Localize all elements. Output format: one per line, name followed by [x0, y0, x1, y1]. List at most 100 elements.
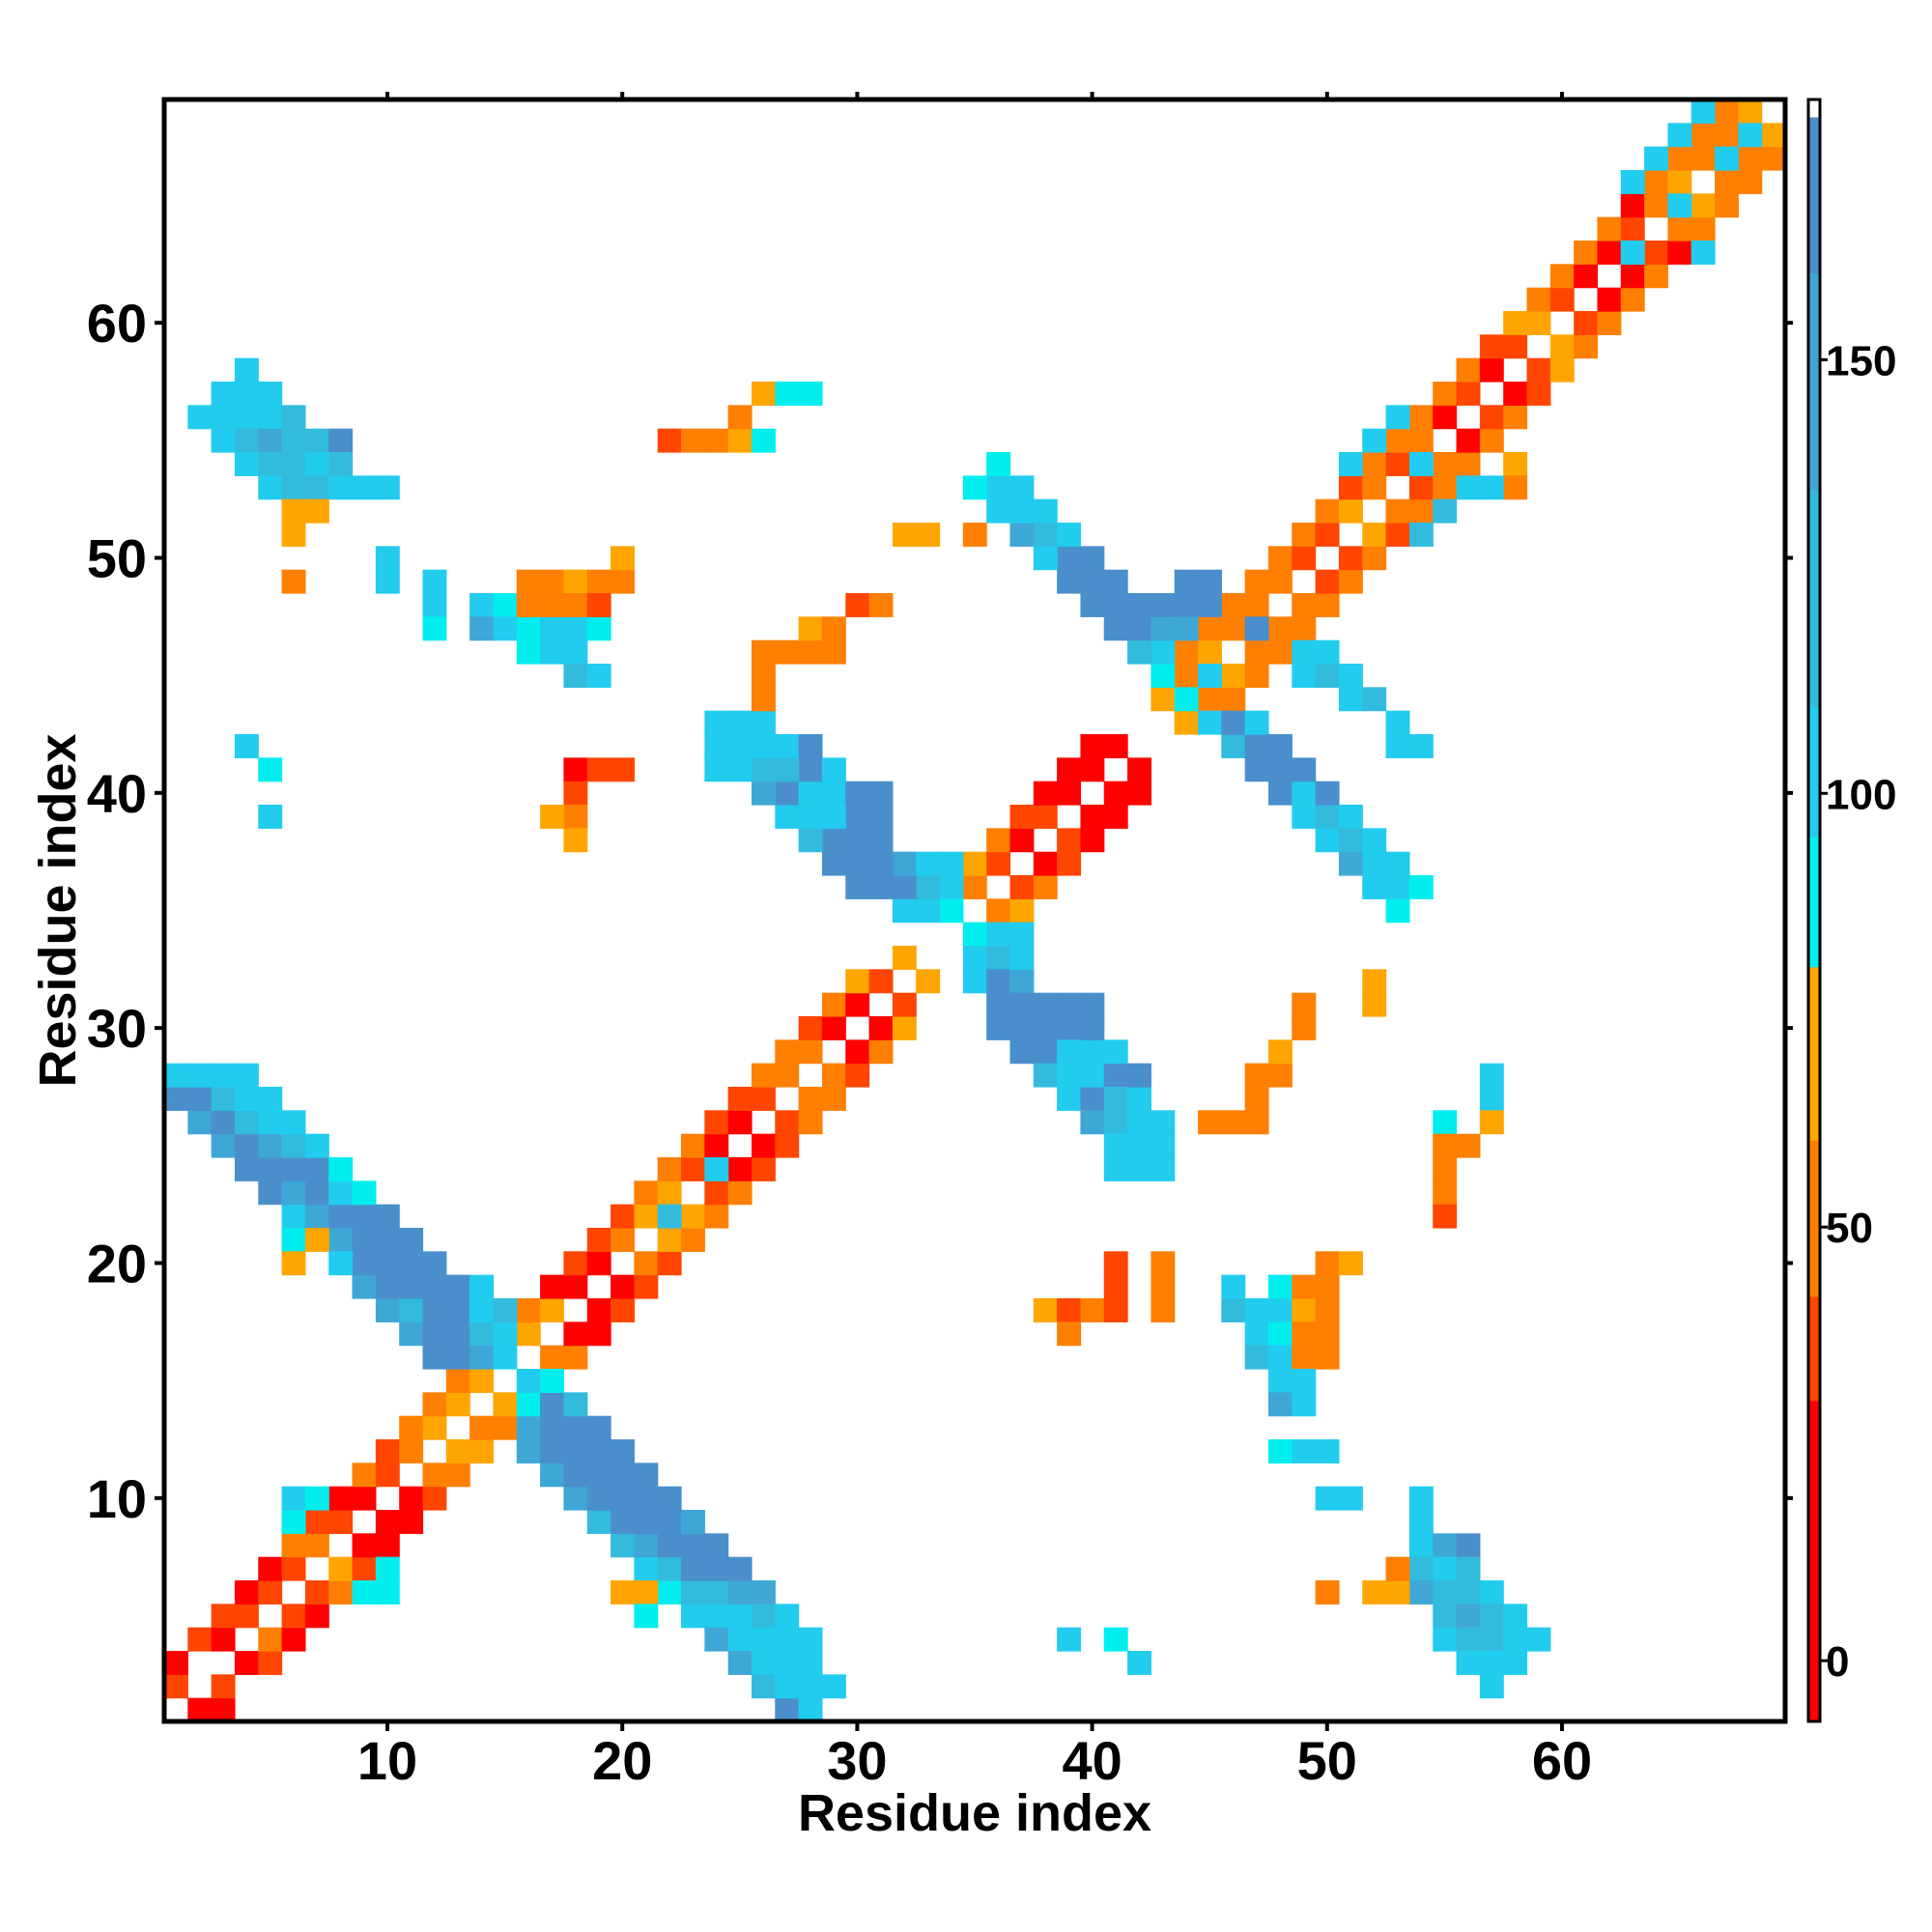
heatmap-cell — [422, 1321, 447, 1347]
heatmap-cell — [1408, 428, 1434, 453]
heatmap-cell — [1315, 569, 1340, 594]
heatmap-cell — [1267, 1063, 1293, 1088]
axis-ticks: 10 20 30 40 50 60 10 20 30 40 50 60 — [87, 92, 1793, 1791]
colorbar-frame — [1806, 98, 1822, 1723]
heatmap-cell — [399, 1321, 424, 1347]
heatmap-cell — [1667, 241, 1692, 265]
heatmap-cell — [563, 1463, 588, 1488]
heatmap-cell — [1503, 1627, 1528, 1652]
heatmap-cell — [375, 1510, 400, 1534]
heatmap-cell — [1103, 734, 1128, 758]
heatmap-cell — [1033, 875, 1058, 899]
heatmap-cell — [469, 616, 495, 641]
heatmap-cell — [775, 1063, 800, 1088]
heatmap-cell — [375, 546, 400, 571]
heatmap-cell — [892, 1016, 917, 1040]
heatmap-cell — [1362, 992, 1387, 1017]
heatmap-cell — [962, 969, 987, 994]
heatmap-cell — [1574, 311, 1599, 335]
heatmap-cell — [1103, 1274, 1128, 1299]
heatmap-cell — [1057, 1087, 1082, 1111]
heatmap-cell — [563, 757, 588, 782]
heatmap-cell — [1433, 1604, 1458, 1629]
heatmap-cell — [1057, 523, 1082, 547]
heatmap-cell — [1456, 382, 1481, 406]
heatmap-cell — [586, 1439, 611, 1463]
heatmap-cell — [798, 1087, 823, 1111]
heatmap-cell — [1456, 475, 1481, 500]
heatmap-cell — [1385, 851, 1410, 876]
heatmap-cell — [681, 1533, 705, 1558]
heatmap-cell — [1385, 898, 1410, 923]
heatmap-cell — [798, 805, 823, 829]
heatmap-cell — [1174, 710, 1199, 735]
heatmap-cell — [611, 1204, 635, 1229]
heatmap-cell — [281, 1228, 306, 1252]
heatmap-cell — [1644, 264, 1669, 289]
heatmap-cell — [634, 1604, 659, 1629]
heatmap-cell — [469, 1274, 495, 1299]
heatmap-cell — [1456, 428, 1481, 453]
heatmap-cell — [611, 1463, 635, 1488]
heatmap-cell — [986, 898, 1011, 923]
heatmap-cell — [1433, 1110, 1458, 1135]
heatmap-cell — [1033, 546, 1058, 571]
heatmap-cell — [611, 569, 635, 594]
heatmap-cell — [1362, 546, 1387, 571]
heatmap-cell — [1315, 1486, 1340, 1511]
heatmap-cell — [281, 1110, 306, 1135]
heatmap-cell — [1151, 1157, 1176, 1181]
heatmap-cell — [1761, 123, 1786, 148]
heatmap-cell — [563, 1415, 588, 1440]
heatmap-cell — [164, 1651, 188, 1675]
heatmap-cell — [611, 1298, 635, 1322]
heatmap-cell — [211, 1627, 236, 1652]
heatmap-cell — [258, 405, 283, 430]
heatmap-cell — [1292, 992, 1317, 1017]
heatmap-cell — [1385, 405, 1410, 430]
heatmap-cell — [1221, 593, 1246, 617]
heatmap-cell — [399, 1251, 424, 1276]
heatmap-cell — [1057, 1039, 1082, 1065]
colorbar: 0 50 100 150 — [1806, 98, 1896, 1723]
heatmap-cell — [586, 1228, 611, 1252]
heatmap-cell — [1057, 1016, 1082, 1040]
heatmap-cell — [1244, 639, 1269, 665]
heatmap-cell — [1338, 851, 1363, 876]
heatmap-cell — [1479, 1580, 1504, 1605]
heatmap-cell — [1667, 146, 1692, 171]
heatmap-cell — [1080, 757, 1105, 782]
heatmap-cell — [611, 1580, 635, 1605]
heatmap-cell — [1456, 1133, 1481, 1158]
heatmap-cell — [1174, 593, 1199, 617]
heatmap-cell — [657, 1204, 682, 1229]
heatmap-cell — [634, 1251, 659, 1276]
heatmap-cell — [704, 734, 729, 758]
heatmap-cell — [1221, 734, 1246, 758]
colorbar-band — [1808, 116, 1820, 274]
heatmap-cell — [1080, 1087, 1105, 1111]
heatmap-cell — [704, 1204, 729, 1229]
heatmap-cell — [493, 1345, 518, 1370]
heatmap-cell — [1009, 805, 1035, 829]
heatmap-cell — [1315, 523, 1340, 547]
heatmap-cell — [540, 1392, 565, 1417]
heatmap-cell — [1009, 946, 1035, 970]
heatmap-cell — [986, 946, 1011, 970]
heatmap-cell — [1244, 569, 1269, 594]
heatmap-cell — [375, 1556, 400, 1581]
heatmap-cell — [1127, 1133, 1151, 1158]
heatmap-cell — [1597, 241, 1622, 265]
heatmap-cell — [821, 805, 846, 829]
heatmap-cell — [586, 1486, 611, 1511]
heatmap-cell — [1009, 523, 1035, 547]
heatmap-cell — [586, 1321, 611, 1347]
heatmap-cell — [399, 1274, 424, 1299]
heatmap-cell — [258, 1157, 283, 1181]
heatmap-cell — [1479, 1674, 1504, 1699]
heatmap-cell — [939, 851, 964, 876]
heatmap-cell — [1503, 452, 1528, 476]
heatmap-cell — [1408, 452, 1434, 476]
heatmap-cell — [916, 875, 941, 899]
heatmap-cell — [1408, 523, 1434, 547]
